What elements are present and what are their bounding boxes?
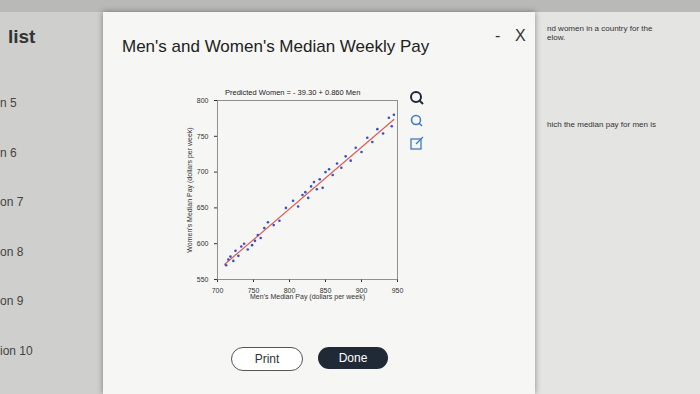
svg-text:600: 600	[197, 240, 209, 247]
html-text:hich the median pay for men is: hich the median pay for men is	[547, 120, 656, 129]
svg-text:800: 800	[197, 97, 209, 104]
html-text:n 5: n 5	[0, 96, 17, 110]
html-text:ion 10: ion 10	[0, 343, 33, 358]
html-text:Men's and Women's Median Weekl: Men's and Women's Median Weekly Pay	[122, 37, 430, 56]
svg-text:Women's Median Pay (dollars pe: Women's Median Pay (dollars per week)	[186, 127, 194, 252]
svg-text:650: 650	[197, 204, 209, 211]
html-text:Done: Done	[338, 351, 368, 365]
html-text:n 6: n 6	[0, 145, 17, 160]
svg-text:900: 900	[355, 287, 368, 295]
html-text:X: X	[515, 27, 526, 44]
svg-text:750: 750	[247, 287, 260, 295]
html-text:list: list	[8, 26, 36, 47]
html-text:on 7: on 7	[0, 195, 24, 209]
svg-text:750: 750	[197, 133, 209, 140]
svg-text:700: 700	[212, 287, 224, 294]
html-text:elow.: elow.	[547, 33, 566, 42]
svg-text:550: 550	[197, 276, 209, 283]
html-text:on 9: on 9	[0, 294, 24, 308]
svg-text:850: 850	[319, 287, 332, 295]
svg-text:950: 950	[392, 287, 404, 294]
svg-text:Men's Median Pay (dollars per: Men's Median Pay (dollars per week)	[250, 293, 365, 301]
html-text:nd women in a country for the: nd women in a country for the	[547, 24, 653, 33]
html-text:on 8: on 8	[0, 244, 24, 259]
html-text:Predicted Women = - 39.30 + 0.: Predicted Women = - 39.30 + 0.860 Men	[225, 88, 361, 97]
svg-text:800: 800	[283, 287, 296, 295]
svg-text:700: 700	[197, 168, 209, 175]
html-text:Print: Print	[254, 352, 280, 366]
